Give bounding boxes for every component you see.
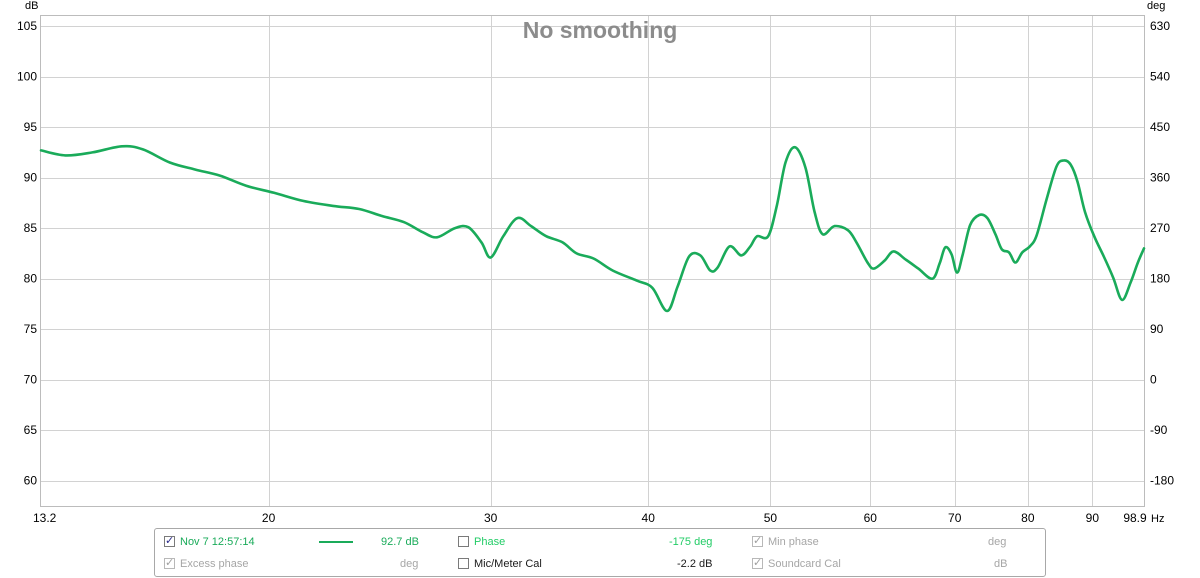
frequency-response-chart: No smoothing dB deg Hz 105 100 95 90 85 80 75 7… — [17, 0, 1174, 525]
min-phase-checkbox[interactable] — [752, 534, 763, 547]
x-tick-label: 98.9 — [1123, 511, 1147, 525]
y-right-tick-label: 270 — [1150, 221, 1170, 235]
y-left-tick-label: 105 — [17, 19, 37, 33]
series-layer — [39, 144, 1146, 313]
x-unit: Hz — [1151, 513, 1164, 525]
y-left-tick-label: 60 — [24, 474, 38, 488]
phase-checkbox[interactable] — [458, 536, 469, 547]
phase-value: -175 deg — [669, 536, 713, 548]
y-left-tick-label: 65 — [24, 423, 38, 437]
min-phase-value: deg — [988, 536, 1007, 548]
y-left-tick-label: 90 — [24, 171, 38, 185]
phase-label[interactable]: Phase — [474, 536, 506, 548]
y-left-unit: dB — [25, 0, 38, 12]
excess-phase-checkbox[interactable] — [164, 556, 175, 569]
y-right-tick-label: 450 — [1150, 120, 1170, 134]
min-phase-label[interactable]: Min phase — [768, 536, 819, 548]
x-tick-label: 20 — [262, 511, 276, 525]
x-tick-label: 30 — [484, 511, 498, 525]
y-left-tick-label: 100 — [17, 70, 37, 84]
series-line — [39, 144, 1146, 313]
x-tick-label: 90 — [1086, 511, 1100, 525]
trace-line-swatch — [319, 541, 353, 543]
x-tick-label: 80 — [1021, 511, 1035, 525]
x-tick-label: 50 — [764, 511, 778, 525]
excess-phase-value: deg — [400, 558, 419, 570]
y-left-tick-label: 85 — [24, 221, 38, 235]
x-tick-label: 13.2 — [33, 511, 57, 525]
mic-meter-cal-checkbox[interactable] — [458, 558, 469, 569]
y-right-tick-label: 90 — [1150, 322, 1164, 336]
y-right-tick-label: 180 — [1150, 272, 1170, 286]
x-tick-label: 70 — [948, 511, 962, 525]
excess-phase-label[interactable]: Excess phase — [180, 558, 249, 570]
y-right-tick-label: 360 — [1150, 171, 1170, 185]
y-left-tick-label: 70 — [24, 373, 38, 387]
legend-panel: Nov 7 12:57:14 92.7 dB Phase -175 deg Mi… — [154, 528, 1046, 577]
grid — [41, 16, 1144, 506]
y-right-tick-label: -90 — [1150, 423, 1168, 437]
y-left-tick-label: 95 — [24, 120, 38, 134]
x-tick-labels: 13.2 20 30 40 50 60 70 80 90 98.9 — [33, 511, 1147, 525]
y-left-tick-label: 75 — [24, 322, 38, 336]
trace-value: 92.7 dB — [381, 536, 419, 548]
y-right-unit: deg — [1147, 0, 1165, 12]
y-left-tick-labels: 105 100 95 90 85 80 75 70 65 60 — [17, 19, 37, 488]
y-right-tick-label: 540 — [1150, 70, 1170, 84]
mic-meter-cal-label[interactable]: Mic/Meter Cal — [474, 558, 542, 570]
trace-checkbox[interactable] — [164, 534, 175, 547]
y-left-tick-label: 80 — [24, 272, 38, 286]
x-tick-label: 60 — [864, 511, 878, 525]
y-right-tick-labels: 630 540 450 360 270 180 90 0 -90 -180 — [1150, 19, 1174, 488]
soundcard-cal-label[interactable]: Soundcard Cal — [768, 558, 841, 570]
plot-area — [40, 15, 1145, 507]
x-tick-label: 40 — [642, 511, 656, 525]
y-right-tick-label: -180 — [1150, 474, 1174, 488]
soundcard-cal-checkbox[interactable] — [752, 556, 763, 569]
mic-meter-cal-value: -2.2 dB — [677, 558, 713, 570]
y-right-tick-label: 0 — [1150, 373, 1157, 387]
soundcard-cal-value: dB — [994, 558, 1008, 570]
chart-title: No smoothing — [523, 17, 678, 43]
trace-label[interactable]: Nov 7 12:57:14 — [180, 536, 255, 548]
y-right-tick-label: 630 — [1150, 19, 1170, 33]
